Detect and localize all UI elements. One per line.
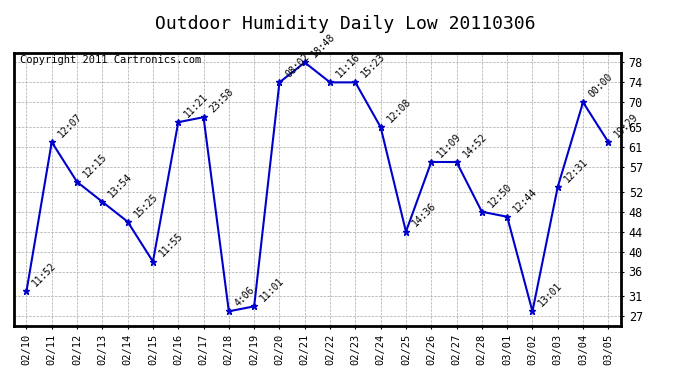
Text: 11:16: 11:16 [334,52,362,80]
Text: 13:01: 13:01 [537,281,564,309]
Text: 11:01: 11:01 [258,276,286,304]
Text: 12:50: 12:50 [486,181,514,209]
Text: 11:21: 11:21 [182,92,210,119]
Text: 19:29: 19:29 [613,111,640,140]
Text: 11:52: 11:52 [30,261,59,289]
Text: 4:06: 4:06 [233,285,257,309]
Text: 15:23: 15:23 [359,52,387,80]
Text: 12:07: 12:07 [56,111,83,140]
Text: 23:58: 23:58 [208,87,235,114]
Text: 12:15: 12:15 [81,151,109,179]
Text: 11:09: 11:09 [435,131,463,159]
Text: Outdoor Humidity Daily Low 20110306: Outdoor Humidity Daily Low 20110306 [155,15,535,33]
Text: 12:44: 12:44 [511,186,539,214]
Text: 18:48: 18:48 [309,32,337,60]
Text: 11:55: 11:55 [157,231,185,259]
Text: 13:54: 13:54 [106,171,135,199]
Text: 14:36: 14:36 [410,201,438,229]
Text: 12:08: 12:08 [385,96,413,124]
Text: Copyright 2011 Cartronics.com: Copyright 2011 Cartronics.com [20,55,201,65]
Text: 12:31: 12:31 [562,156,590,184]
Text: 14:52: 14:52 [461,131,489,159]
Text: 00:00: 00:00 [587,72,615,99]
Text: 08:02: 08:02 [284,52,311,80]
Text: 15:25: 15:25 [132,191,159,219]
